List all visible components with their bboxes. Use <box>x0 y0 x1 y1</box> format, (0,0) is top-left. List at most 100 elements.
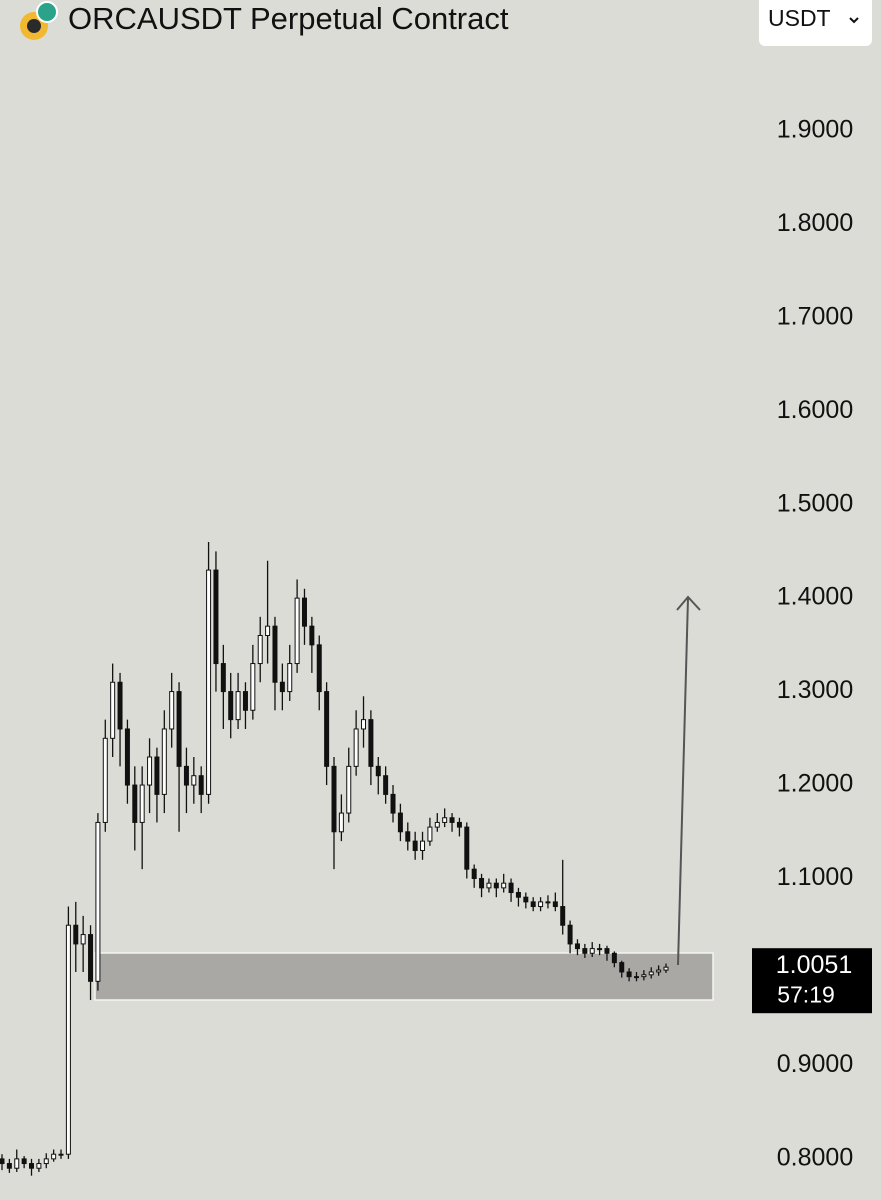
candle-body <box>176 691 182 767</box>
candle-body <box>442 817 448 823</box>
candle-body <box>265 625 271 637</box>
candle-body <box>161 728 167 795</box>
candle-body <box>420 840 426 851</box>
y-tick-label: 1.5000 <box>777 489 853 517</box>
candle-body <box>560 906 566 926</box>
y-tick-label: 1.9000 <box>777 115 853 143</box>
candle-body <box>390 793 396 814</box>
candle-body <box>567 924 573 945</box>
candle-body <box>427 826 433 842</box>
dropdown-chevron <box>849 17 859 24</box>
candle-body <box>493 882 499 889</box>
currency-dropdown[interactable] <box>759 0 872 46</box>
candle-body <box>110 681 116 739</box>
candle-body <box>65 924 71 1155</box>
y-tick-label: 0.9000 <box>777 1050 853 1078</box>
candle-body <box>523 896 529 903</box>
quote-icon <box>36 1 58 23</box>
candle-body <box>51 1153 57 1160</box>
candle-body <box>124 728 130 786</box>
candle-body <box>361 719 367 730</box>
y-tick-label: 1.3000 <box>777 676 853 704</box>
candle-body <box>611 952 617 964</box>
candle-body <box>471 868 477 880</box>
candle-body <box>206 569 212 795</box>
candle-body <box>29 1163 35 1169</box>
candle-body <box>597 948 603 951</box>
candle-body <box>538 901 544 908</box>
candle-body <box>353 728 359 767</box>
candle-body <box>316 644 322 693</box>
candle-body <box>36 1163 42 1169</box>
candle-body <box>301 597 307 627</box>
y-tick-label: 1.6000 <box>777 396 853 424</box>
candle-body <box>183 765 189 786</box>
target-arrow <box>677 597 689 966</box>
candle-body <box>656 969 662 973</box>
candle-body <box>604 948 610 954</box>
candle-body <box>449 817 455 823</box>
candle-body <box>486 882 492 889</box>
candle-body <box>21 1158 27 1165</box>
candle-body <box>530 901 536 908</box>
candle-body <box>73 924 79 945</box>
currency-label[interactable]: USDT <box>768 5 831 31</box>
candle-body <box>574 943 580 950</box>
candle-body <box>287 663 293 693</box>
candle-body <box>294 597 300 665</box>
current-price: 1.0051 <box>776 951 852 979</box>
candle-body <box>228 691 234 721</box>
candle-body <box>95 821 101 982</box>
candle-body <box>139 784 145 823</box>
candle-body <box>58 1153 64 1156</box>
chart-title: ORCAUSDT Perpetual Contract <box>68 1 509 36</box>
candle-body <box>464 826 470 870</box>
candle-body <box>641 974 647 978</box>
candle-body <box>412 840 418 851</box>
y-tick-label: 1.1000 <box>777 863 853 891</box>
candle-body <box>117 681 123 730</box>
candle-body <box>309 625 315 646</box>
candle-body <box>633 976 639 979</box>
candle-body <box>545 901 551 904</box>
coin-icon-inner <box>27 19 41 33</box>
candle-body <box>235 691 241 721</box>
candle-body <box>515 892 521 898</box>
candle-body <box>479 878 485 889</box>
candle-body <box>405 831 411 842</box>
candle-body <box>169 691 175 730</box>
candle-body <box>589 948 595 954</box>
candle-body <box>213 569 219 665</box>
candle-body <box>324 691 330 767</box>
y-tick-label: 0.8000 <box>777 1143 853 1171</box>
support-zone <box>94 952 714 1001</box>
candle-body <box>508 882 514 894</box>
candle-body <box>0 1158 5 1165</box>
candle-body <box>397 812 403 833</box>
candle-body <box>250 663 256 711</box>
candle-body <box>501 882 507 889</box>
candle-body <box>368 719 374 767</box>
candle-body <box>102 737 108 823</box>
candle-body <box>338 812 344 833</box>
candle-body <box>242 691 248 711</box>
candle-body <box>147 756 153 786</box>
candle-body <box>375 765 381 777</box>
candle-body <box>456 821 462 828</box>
y-tick-label: 1.4000 <box>777 583 853 611</box>
candle-body <box>198 775 204 795</box>
candle-body <box>346 765 352 814</box>
candle-body <box>132 784 138 823</box>
candle-body <box>272 625 278 683</box>
candle-body <box>619 962 625 973</box>
countdown: 57:19 <box>777 981 835 1007</box>
candle-body <box>154 756 160 795</box>
y-tick-label: 1.2000 <box>777 770 853 798</box>
candle-body <box>648 971 654 976</box>
candle-body <box>434 821 440 828</box>
candle-body <box>663 966 669 971</box>
price-tag <box>752 948 872 1014</box>
candle-body <box>220 663 226 693</box>
candle-body <box>383 775 389 795</box>
